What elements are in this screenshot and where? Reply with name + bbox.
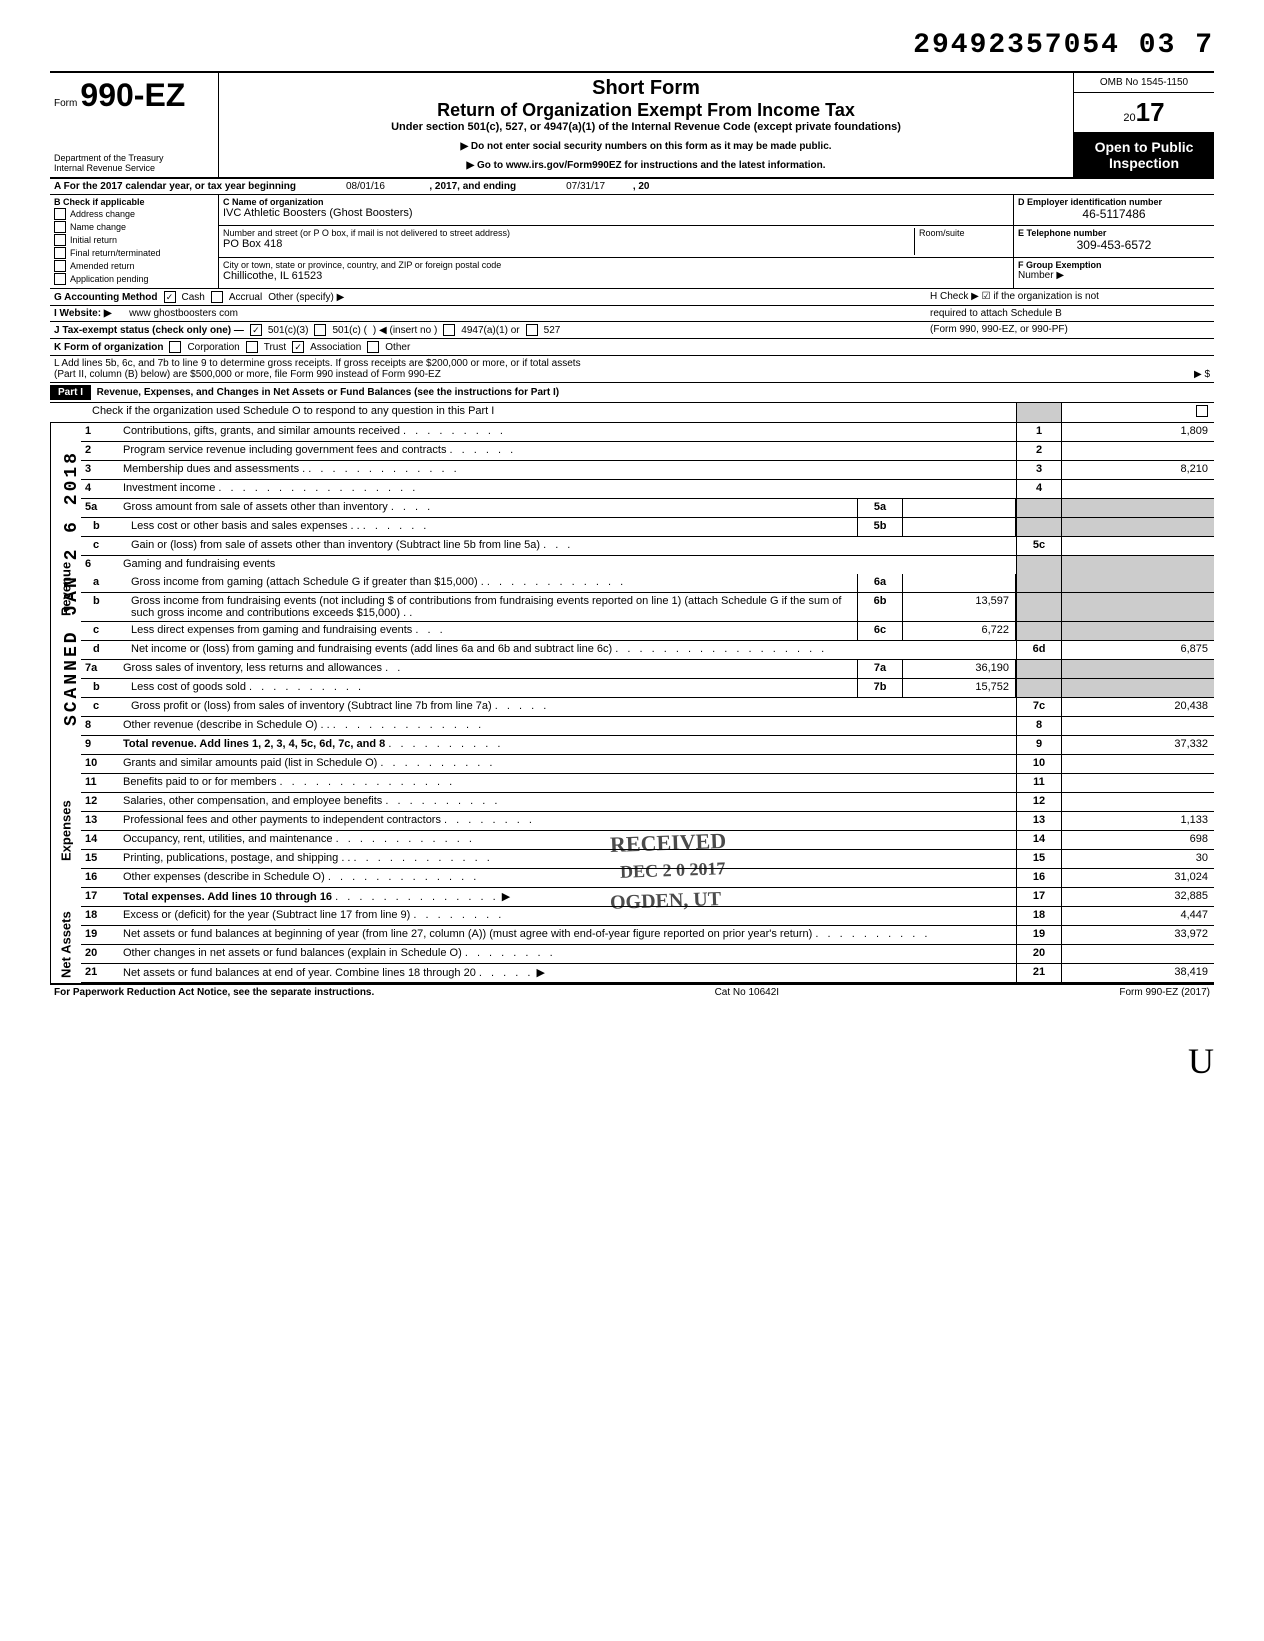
val-16: 31,024 xyxy=(1061,869,1214,887)
val-10 xyxy=(1061,755,1214,773)
omb-number: OMB No 1545-1150 xyxy=(1074,73,1214,93)
val-21: 38,419 xyxy=(1061,964,1214,982)
form-label: Form xyxy=(54,98,77,109)
cb-final-return[interactable] xyxy=(54,247,66,259)
footer: For Paperwork Reduction Act Notice, see … xyxy=(50,983,1214,1000)
arrow-line-1: ▶ Do not enter social security numbers o… xyxy=(227,141,1065,152)
val-6c: 6,722 xyxy=(903,622,1016,640)
val-5b xyxy=(903,518,1016,536)
val-5c xyxy=(1061,537,1214,555)
open-to-public: Open to Public xyxy=(1080,139,1208,155)
ein: 46-5117486 xyxy=(1018,207,1210,221)
val-13: 1,133 xyxy=(1061,812,1214,830)
val-7b: 15,752 xyxy=(903,679,1016,697)
org-name: IVC Athletic Boosters (Ghost Boosters) xyxy=(223,207,1009,219)
val-20 xyxy=(1061,945,1214,963)
room-suite-label: Room/suite xyxy=(914,228,1009,254)
top-number: 29492357054 03 7 xyxy=(50,30,1214,61)
arrow-line-2: ▶ Go to www.irs.gov/Form990EZ for instru… xyxy=(227,160,1065,171)
side-expenses: Expenses xyxy=(50,755,81,907)
website: www ghostboosters com xyxy=(129,308,238,319)
val-8 xyxy=(1061,717,1214,735)
val-6a xyxy=(903,574,1016,592)
dept-irs: Internal Revenue Service xyxy=(54,163,214,173)
cb-address-change[interactable] xyxy=(54,208,66,220)
stamp-ogden: OGDEN, UT xyxy=(610,888,722,915)
cb-527[interactable] xyxy=(526,324,538,336)
part1-title: Revenue, Expenses, and Changes in Net As… xyxy=(97,387,1214,398)
cb-trust[interactable] xyxy=(246,341,258,353)
cb-cash[interactable]: ✓ xyxy=(164,291,176,303)
val-7c: 20,438 xyxy=(1061,698,1214,716)
val-7a: 36,190 xyxy=(903,660,1016,678)
return-title: Return of Organization Exempt From Incom… xyxy=(227,100,1065,121)
val-18: 4,447 xyxy=(1061,907,1214,925)
year-suffix: 17 xyxy=(1136,97,1165,127)
city-state-zip: Chillicothe, IL 61523 xyxy=(223,270,1009,282)
val-17: 32,885 xyxy=(1061,888,1214,906)
inspection: Inspection xyxy=(1080,155,1208,171)
cb-schedule-o[interactable] xyxy=(1196,405,1208,417)
form-header: Form 990-EZ Department of the Treasury I… xyxy=(50,71,1214,179)
val-2 xyxy=(1061,442,1214,460)
val-6d: 6,875 xyxy=(1061,641,1214,659)
line-a: A For the 2017 calendar year, or tax yea… xyxy=(50,179,1214,195)
val-5a xyxy=(903,499,1016,517)
val-4 xyxy=(1061,480,1214,498)
info-grid: B Check if applicable Address change Nam… xyxy=(50,195,1214,289)
cb-assoc[interactable]: ✓ xyxy=(292,341,304,353)
part1-header: Part I xyxy=(50,385,91,400)
stamp-date: DEC 2 0 2017 xyxy=(620,858,726,883)
street-address: PO Box 418 xyxy=(223,238,914,250)
side-net-assets: Net Assets xyxy=(50,907,81,983)
val-15: 30 xyxy=(1061,850,1214,868)
row-h: H Check ▶ ☑ if the organization is not xyxy=(930,291,1210,303)
val-6b: 13,597 xyxy=(903,593,1016,621)
scanned-stamp: SCANNED JAN 2 6 2018 xyxy=(62,450,82,726)
subtitle: Under section 501(c), 527, or 4947(a)(1)… xyxy=(227,121,1065,133)
cb-other[interactable] xyxy=(367,341,379,353)
cb-initial-return[interactable] xyxy=(54,234,66,246)
val-19: 33,972 xyxy=(1061,926,1214,944)
val-1: 1,809 xyxy=(1061,423,1214,441)
short-form-title: Short Form xyxy=(227,77,1065,100)
cb-501c[interactable] xyxy=(314,324,326,336)
val-14: 698 xyxy=(1061,831,1214,849)
cb-accrual[interactable] xyxy=(211,291,223,303)
handwritten-mark: U xyxy=(50,1040,1214,1082)
cb-corp[interactable] xyxy=(169,341,181,353)
dept-treasury: Department of the Treasury xyxy=(54,153,214,163)
telephone: 309-453-6572 xyxy=(1018,238,1210,252)
val-9: 37,332 xyxy=(1061,736,1214,754)
stamp-received: RECEIVED xyxy=(610,828,727,858)
cb-501c3[interactable]: ✓ xyxy=(250,324,262,336)
cb-application-pending[interactable] xyxy=(54,273,66,285)
val-12 xyxy=(1061,793,1214,811)
cb-amended-return[interactable] xyxy=(54,260,66,272)
cb-4947[interactable] xyxy=(443,324,455,336)
section-b-header: B Check if applicable xyxy=(54,197,145,207)
val-11 xyxy=(1061,774,1214,792)
year-prefix: 20 xyxy=(1123,112,1135,124)
val-3: 8,210 xyxy=(1061,461,1214,479)
cb-name-change[interactable] xyxy=(54,221,66,233)
form-number: 990-EZ xyxy=(80,77,185,113)
